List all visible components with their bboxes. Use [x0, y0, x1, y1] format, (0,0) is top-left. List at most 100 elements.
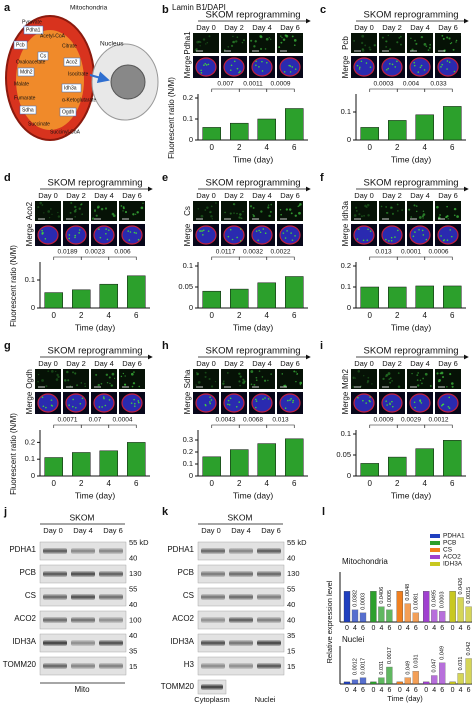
speckle [98, 406, 101, 408]
speckle [229, 69, 232, 71]
speckle [391, 63, 394, 66]
p-value: 0.007 [217, 81, 234, 88]
day-label: Day 2 [382, 23, 402, 32]
speckle [411, 372, 413, 375]
bracket [238, 424, 268, 428]
speckle [233, 60, 236, 63]
speckle [363, 375, 365, 377]
speckle [205, 43, 207, 45]
p-value: 0.0022 [271, 249, 291, 256]
marker-label: 130 [129, 569, 142, 578]
bracket [211, 256, 240, 260]
footer: Nuclei [255, 695, 276, 704]
y-tick-label: 0 [189, 471, 193, 480]
bar [285, 108, 304, 141]
p-value: 0.0015 [466, 587, 472, 604]
speckle [122, 372, 125, 375]
y-tick-label: 0.1 [341, 107, 351, 116]
x-tick-label: 0 [210, 479, 215, 488]
nucleus [381, 225, 403, 245]
speckle [448, 396, 451, 399]
p-value: 0.0032 [243, 249, 263, 256]
speckle [252, 207, 255, 209]
speckle [455, 41, 457, 43]
enzyme-box [19, 105, 37, 115]
speckle [385, 373, 389, 377]
bracket [53, 424, 82, 428]
y-tick-label: 0.2 [25, 437, 35, 446]
x-axis-label: Time (day) [75, 322, 115, 332]
stain-label: Pdha1 [183, 31, 192, 55]
speckle [37, 373, 40, 376]
speckle [106, 238, 109, 241]
bar [360, 286, 379, 309]
legend-label: PDHA1 [443, 533, 465, 540]
speckle [72, 405, 74, 408]
bracket [396, 88, 426, 92]
speckle [415, 42, 418, 45]
speckle [263, 379, 267, 382]
speckle [420, 402, 423, 404]
day-label: Day 4 [94, 359, 114, 368]
panel-title: SKOM reprogramming [363, 10, 458, 21]
speckle [223, 49, 226, 51]
x-tick-label: 4 [459, 687, 463, 694]
speckle [120, 375, 123, 378]
speckle [47, 370, 50, 373]
speckle [285, 208, 288, 211]
speckle [364, 44, 367, 47]
speckle [76, 384, 79, 387]
speckle [298, 211, 301, 215]
row-label: PDHA1 [9, 545, 36, 554]
image-green [351, 33, 377, 53]
speckle [270, 203, 272, 206]
speckle [366, 381, 369, 384]
x-tick-label: 0 [424, 687, 428, 694]
y-axis-label: Fluorescent ratio (N/M) [167, 77, 176, 159]
bracket [369, 256, 398, 260]
y-tick-label: 0.3 [183, 435, 193, 444]
day-label: Day 0 [196, 191, 216, 200]
merge-label: Merge [25, 391, 34, 414]
image-green [63, 201, 89, 221]
speckle [111, 212, 115, 216]
merge-label: Merge [183, 223, 192, 246]
speckle [72, 398, 74, 401]
merge-label: Merge [341, 391, 350, 414]
speckle [204, 375, 207, 378]
x-tick-label: 4 [459, 625, 463, 632]
marker-label: 40 [129, 553, 137, 562]
band [99, 663, 123, 669]
speckle [299, 203, 302, 206]
panel-letter: i [320, 340, 323, 352]
speckle [391, 212, 394, 215]
p-value: 0.049 [405, 661, 411, 675]
x-tick-label: 4 [406, 625, 410, 632]
speckle [68, 404, 70, 406]
marker-label: 15 [129, 662, 137, 671]
x-tick-label: 6 [292, 311, 297, 320]
speckle [209, 396, 211, 398]
nucleus [195, 225, 217, 245]
speckle [195, 384, 197, 386]
speckle [81, 213, 83, 215]
bar [360, 127, 379, 141]
speckle [418, 229, 420, 231]
speckle [446, 60, 449, 62]
speckle [137, 238, 140, 241]
band [201, 684, 223, 690]
row-label: ACO2 [14, 614, 36, 623]
band [43, 594, 67, 600]
band [257, 571, 281, 577]
metabolite-label: Citrate [62, 43, 77, 49]
speckle [238, 216, 241, 219]
metabolite-label: Pyruvate [22, 19, 42, 25]
bar [431, 675, 438, 685]
speckle [448, 37, 451, 40]
bracket [396, 256, 426, 260]
image-green [35, 201, 61, 221]
day-label: Day 2 [382, 359, 402, 368]
row-label: IDH3A [12, 637, 36, 646]
y-tick-label: 0.1 [25, 275, 35, 284]
